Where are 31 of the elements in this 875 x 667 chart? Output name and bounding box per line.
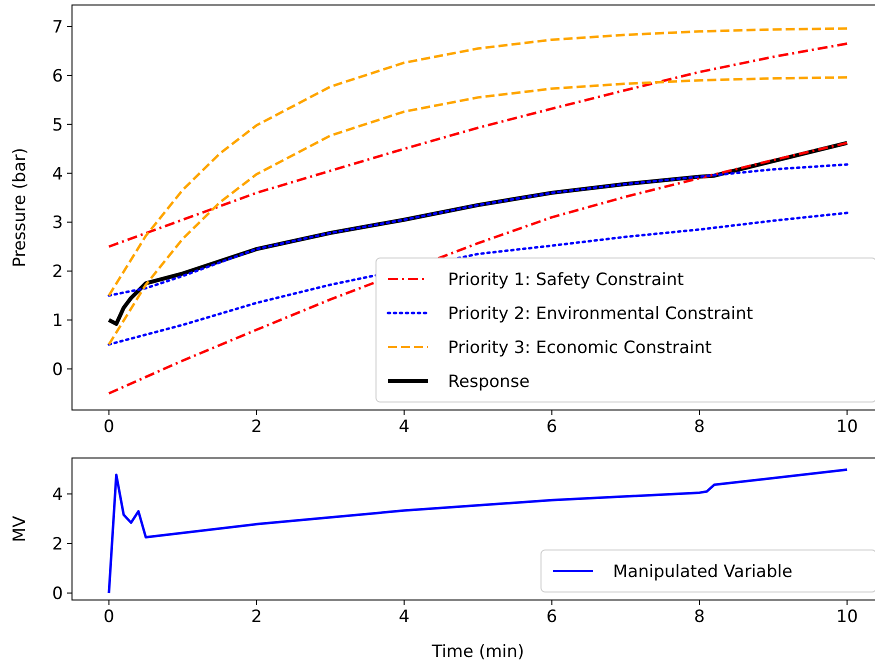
y-tick-label: 0	[52, 360, 63, 380]
legend-label: Priority 2: Environmental Constraint	[448, 304, 754, 324]
legend-label: Priority 1: Safety Constraint	[448, 270, 684, 290]
y-tick-label: 4	[52, 164, 63, 184]
x-tick-label: 10	[836, 607, 858, 627]
legend-label: Priority 3: Economic Constraint	[448, 338, 712, 358]
y-tick-label: 6	[52, 66, 63, 86]
y-tick-label: 7	[52, 18, 63, 38]
x-tick-label: 0	[103, 607, 114, 627]
x-tick-label: 2	[251, 607, 262, 627]
legend-label: Response	[448, 372, 530, 392]
y-tick-label: 3	[52, 213, 63, 234]
y-tick-label: 2	[52, 534, 63, 554]
x-tick-label: 8	[694, 417, 705, 437]
x-tick-label: 4	[398, 417, 410, 437]
y-tick-label: 2	[52, 262, 63, 282]
y-tick-label: 0	[52, 584, 63, 604]
x-axis-title: Time (min)	[430, 642, 524, 662]
x-tick-label: 2	[251, 417, 262, 437]
x-tick-label: 8	[694, 607, 705, 627]
legend-label: Manipulated Variable	[613, 562, 792, 582]
y-tick-label: 5	[52, 115, 63, 136]
x-tick-label: 6	[546, 607, 558, 627]
y-axis-title: MV	[10, 515, 30, 542]
y-tick-label: 4	[52, 484, 63, 505]
x-tick-label: 6	[546, 417, 558, 437]
x-tick-label: 0	[103, 417, 114, 437]
y-axis-title: Pressure (bar)	[10, 148, 30, 268]
x-tick-label: 4	[398, 607, 410, 627]
x-tick-label: 10	[836, 417, 858, 437]
y-tick-label: 1	[52, 311, 63, 331]
